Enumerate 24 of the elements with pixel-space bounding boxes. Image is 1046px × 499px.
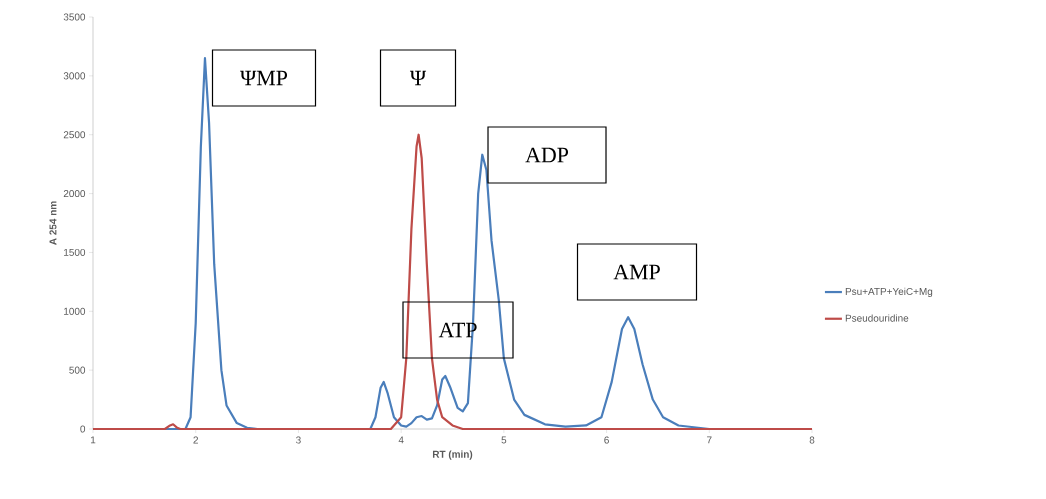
legend-label: Pseudouridine <box>845 314 909 322</box>
y-tick-label: 3000 <box>63 72 86 80</box>
x-tick-label: 2 <box>193 436 198 444</box>
x-tick-label: 3 <box>296 436 301 444</box>
annotation: AMP <box>613 264 660 280</box>
legend-label: Psu+ATP+YeiC+Mg <box>845 287 933 297</box>
annotation: ΨMP <box>240 70 288 86</box>
y-tick-label: 2500 <box>63 131 86 139</box>
y-tick-label: 1000 <box>64 307 86 315</box>
annotation: ADP <box>525 147 569 163</box>
y-tick-label: 2000 <box>63 190 86 198</box>
x-tick-label: 1 <box>91 436 96 444</box>
x-axis-title: RT (min) <box>432 450 473 460</box>
y-tick-label: 500 <box>69 366 86 374</box>
y-axis-title: A 254 nm <box>49 201 57 245</box>
x-tick-label: 6 <box>604 436 609 444</box>
y-tick-label: 1500 <box>64 248 86 256</box>
x-tick-label: 8 <box>809 436 815 444</box>
x-tick-label: 7 <box>707 436 712 444</box>
annotation: Ψ <box>409 70 427 86</box>
y-tick-label: 0 <box>80 425 86 433</box>
x-tick-label: 4 <box>398 436 404 444</box>
x-tick-label: 5 <box>501 436 507 444</box>
y-tick-label: 3500 <box>63 13 86 21</box>
